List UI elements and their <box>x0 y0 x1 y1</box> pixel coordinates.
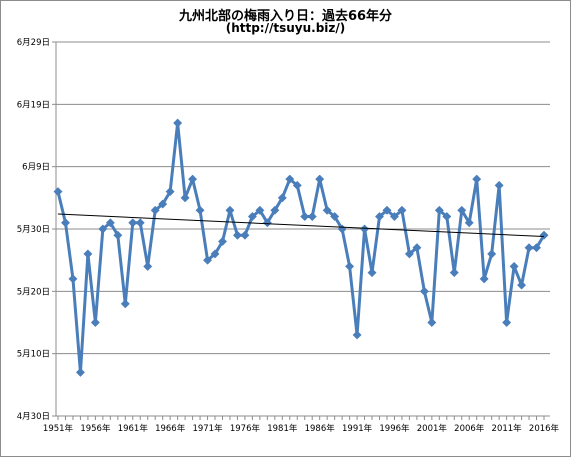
axes <box>52 41 550 420</box>
x-tick-label: 2006年 <box>454 423 485 434</box>
data-point <box>397 205 407 215</box>
data-point <box>367 268 377 278</box>
data-point <box>494 180 504 190</box>
trendline-layer <box>57 213 545 237</box>
data-point <box>345 261 355 271</box>
x-tick-label: 1951年 <box>43 423 74 434</box>
data-point <box>75 367 85 377</box>
data-point <box>262 218 272 228</box>
data-point <box>232 230 242 240</box>
y-tick-label: 6月19日 <box>17 100 50 110</box>
data-point <box>128 218 138 228</box>
data-point <box>277 193 287 203</box>
y-tick-label: 6月29日 <box>17 38 50 48</box>
data-point <box>531 243 542 253</box>
data-point <box>464 218 474 228</box>
data-point <box>90 317 100 328</box>
x-tick-label: 1996年 <box>379 423 410 434</box>
gridlines <box>56 41 550 355</box>
data-point <box>404 249 414 259</box>
y-tick-label: 5月10日 <box>17 350 50 360</box>
data-point <box>53 187 63 197</box>
data-point <box>434 205 444 215</box>
data-point <box>98 224 108 234</box>
x-tick-label: 2011年 <box>492 423 523 434</box>
x-tick-label: 1961年 <box>118 423 149 434</box>
data-point <box>382 205 392 215</box>
data-point <box>285 174 295 184</box>
data-point <box>509 261 519 271</box>
data-point <box>150 205 160 215</box>
chart-subtitle: (http://tsuyu.biz/) <box>225 21 346 35</box>
x-tick-label: 2001年 <box>417 423 448 434</box>
y-tick-label: 4月30日 <box>17 412 50 422</box>
data-point <box>449 268 459 278</box>
data-point <box>307 211 317 222</box>
data-point <box>135 218 145 228</box>
y-tick-label: 5月20日 <box>17 287 50 297</box>
series-line <box>56 121 546 374</box>
x-tick-label: 1986年 <box>305 423 336 434</box>
x-tick-label: 1966年 <box>155 423 186 434</box>
data-point <box>120 299 130 309</box>
data-point <box>60 218 71 228</box>
data-point <box>330 211 340 222</box>
chart-title: 九州北部の梅雨入り日：過去66年分 <box>178 9 393 24</box>
x-axis-tick-labels: 1951年 1956年 1961年 1966年 1971年 1976年 1981年 1986年… <box>43 423 560 434</box>
data-point <box>322 205 332 215</box>
y-axis-tick-labels: 4月30日 5月10日 5月20日 5月30日 6月9日 6月19日 6月29日 <box>17 38 50 422</box>
data-point <box>247 211 257 222</box>
x-tick-label: 1971年 <box>192 423 223 434</box>
data-point <box>217 236 228 247</box>
data-point <box>472 174 482 184</box>
data-point <box>389 211 400 222</box>
data-point <box>487 249 497 259</box>
data-point <box>180 193 190 203</box>
data-point <box>300 211 310 222</box>
x-tick-label: 1956年 <box>80 423 111 434</box>
data-point <box>457 205 467 215</box>
data-point <box>173 118 183 128</box>
x-tick-label: 1991年 <box>342 423 373 434</box>
y-tick-label: 5月30日 <box>17 225 50 235</box>
data-point <box>255 205 265 215</box>
x-tick-label: 1976年 <box>230 423 261 434</box>
data-point <box>210 249 220 259</box>
data-point <box>442 211 452 222</box>
data-point <box>412 243 422 253</box>
data-point <box>143 261 153 271</box>
data-point <box>360 224 370 234</box>
data-point <box>68 274 78 284</box>
data-point <box>502 317 512 328</box>
data-point <box>225 205 235 215</box>
data-point <box>270 205 280 215</box>
data-point <box>315 174 325 184</box>
data-point <box>113 230 123 240</box>
x-tick-label: 1981年 <box>267 423 298 434</box>
data-point <box>158 199 168 209</box>
data-point <box>292 180 302 190</box>
data-point <box>202 255 213 265</box>
data-point <box>105 218 115 228</box>
data-point <box>539 230 549 240</box>
y-tick-label: 6月9日 <box>22 163 50 173</box>
data-point <box>195 205 205 215</box>
data-point <box>240 230 250 240</box>
data-point <box>83 249 93 259</box>
data-point <box>419 286 429 296</box>
data-point <box>374 211 385 222</box>
data-point <box>188 174 198 184</box>
x-tick-label: 2016年 <box>529 423 560 434</box>
data-point <box>352 330 362 340</box>
data-point <box>427 317 437 328</box>
series-layer <box>53 118 549 377</box>
data-point <box>517 280 527 290</box>
data-point <box>165 187 175 197</box>
trendline <box>57 213 545 237</box>
data-point <box>524 243 534 253</box>
data-point <box>479 274 489 284</box>
